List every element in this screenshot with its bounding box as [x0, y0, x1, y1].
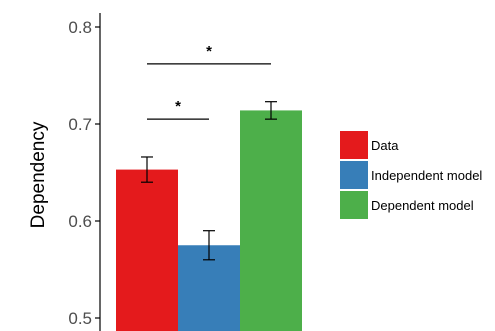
bar-0 [116, 169, 178, 331]
bar-2 [240, 110, 302, 331]
y-tick-label: 0.6 [68, 212, 92, 231]
legend-key [340, 161, 368, 189]
plot-area: ** [116, 43, 302, 331]
y-tick-label: 0.8 [68, 18, 92, 37]
legend-label: Dependent model [371, 198, 474, 213]
significance-label: * [206, 43, 212, 60]
legend-label: Independent model [371, 168, 482, 183]
legend-key [340, 131, 368, 159]
y-axis-title: Dependency [28, 121, 49, 228]
y-tick-label: 0.5 [68, 309, 92, 328]
legend-label: Data [371, 138, 399, 153]
y-axis: 0.5 0.6 0.7 0.8 [68, 13, 101, 331]
legend: Data Independent model Dependent model [340, 131, 482, 219]
y-tick-label: 0.7 [68, 115, 92, 134]
significance-label: * [175, 98, 181, 115]
legend-key [340, 191, 368, 219]
